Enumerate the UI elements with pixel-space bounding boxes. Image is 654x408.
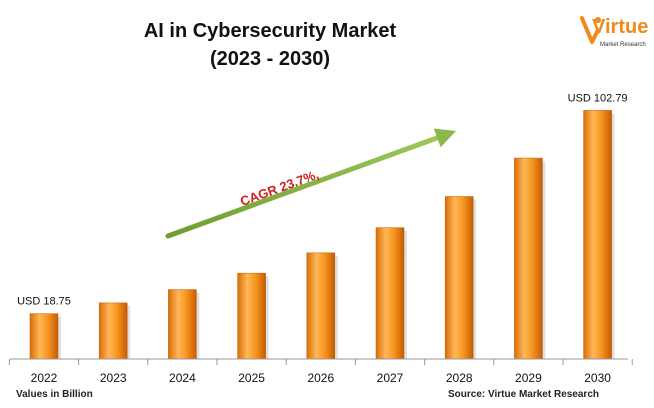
bars-group: [29, 110, 615, 360]
logo-word: Virtue: [592, 16, 649, 38]
data-label-2030: USD 102.79: [568, 92, 628, 104]
x-axis: [8, 358, 633, 365]
x-tick-label-2025: 2025: [238, 371, 265, 385]
bar-2024: [168, 289, 197, 360]
x-tick-label-2027: 2027: [377, 371, 404, 385]
cagr-trend-arrow: CAGR 23.7%,: [165, 128, 456, 239]
x-tick-label-2022: 2022: [31, 371, 58, 385]
bar-2028: [444, 196, 474, 360]
logo-subtitle: Market Research: [600, 42, 646, 48]
bar-2026: [306, 252, 336, 360]
x-tick-label-2024: 2024: [169, 371, 196, 385]
x-tick-labels: 2022 2023 2024 2025 2026 2027 2028 2029 2030: [31, 371, 612, 385]
logo-mark-icon: [580, 16, 601, 44]
bar-2025: [237, 272, 266, 360]
chart-title-line-1: AI in Cybersecurity Market: [143, 20, 397, 42]
cagr-arrow-head-icon: [433, 128, 456, 148]
cagr-annotation: CAGR 23.7%,: [238, 167, 321, 209]
data-label-2022: USD 18.75: [17, 296, 71, 308]
source-note: Source: Virtue Market Research: [448, 389, 599, 400]
data-labels: USD 18.75 USD 102.79: [17, 92, 627, 307]
bar-2023: [98, 302, 128, 360]
bar-2027: [375, 227, 405, 360]
virtue-logo: Virtue Market Research: [578, 12, 648, 60]
x-tick-label-2028: 2028: [446, 371, 473, 385]
values-unit-note: Values in Billion: [16, 389, 93, 400]
x-tick-label-2026: 2026: [307, 371, 334, 385]
chart-title-line-2: (2023 - 2030): [209, 48, 331, 70]
bar-2022: [29, 313, 59, 360]
bar-2030: [583, 110, 612, 360]
x-tick-label-2030: 2030: [584, 371, 611, 385]
cagr-arrow-shaft: [165, 135, 440, 239]
bar-2029: [514, 157, 543, 360]
x-tick-label-2029: 2029: [515, 371, 542, 385]
x-tick-label-2023: 2023: [100, 371, 127, 385]
